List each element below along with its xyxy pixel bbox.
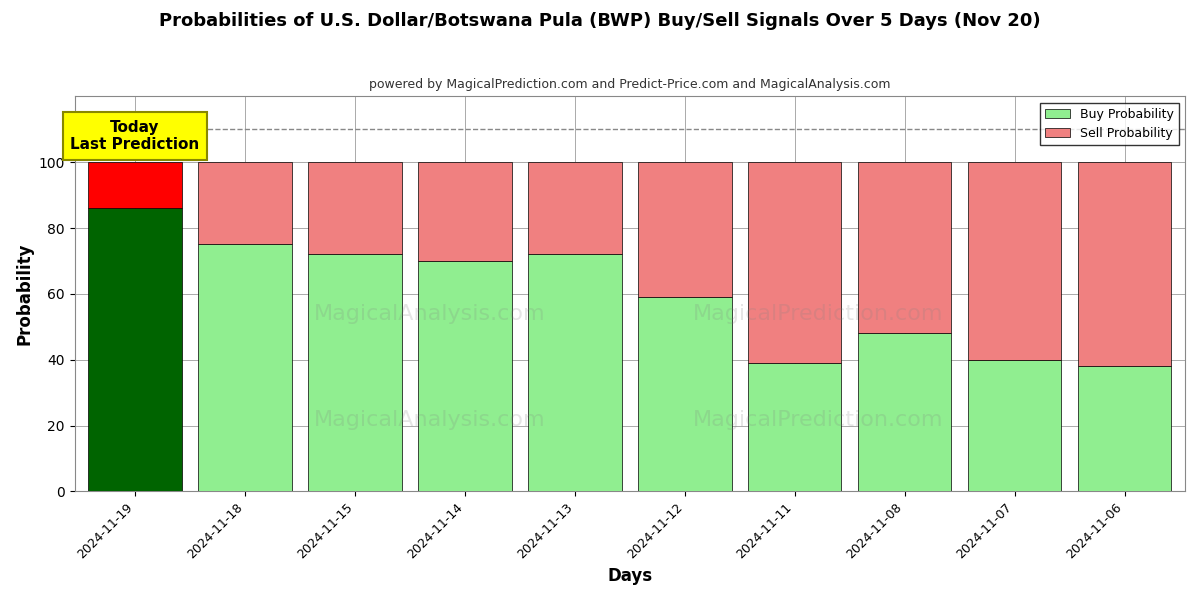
Bar (638, 297, 732, 491)
Bar (638, 162, 732, 297)
Text: MagicalPrediction.com: MagicalPrediction.com (694, 410, 944, 430)
Bar (308, 162, 402, 254)
Bar (968, 359, 1061, 491)
Bar (748, 363, 841, 491)
Bar (1078, 366, 1171, 491)
Bar (419, 162, 511, 261)
Bar (198, 244, 292, 491)
Bar (1078, 162, 1171, 366)
Bar (748, 162, 841, 363)
Y-axis label: Probability: Probability (16, 242, 34, 345)
X-axis label: Days: Days (607, 567, 653, 585)
Bar (308, 254, 402, 491)
Text: MagicalAnalysis.com: MagicalAnalysis.com (314, 304, 546, 323)
Bar (528, 162, 622, 254)
Bar (89, 162, 182, 208)
Title: powered by MagicalPrediction.com and Predict-Price.com and MagicalAnalysis.com: powered by MagicalPrediction.com and Pre… (370, 78, 890, 91)
Bar (858, 162, 952, 334)
Bar (968, 162, 1061, 359)
Bar (858, 334, 952, 491)
Text: Today
Last Prediction: Today Last Prediction (71, 119, 199, 152)
Bar (419, 261, 511, 491)
Text: Probabilities of U.S. Dollar/Botswana Pula (BWP) Buy/Sell Signals Over 5 Days (N: Probabilities of U.S. Dollar/Botswana Pu… (160, 12, 1040, 30)
Text: MagicalAnalysis.com: MagicalAnalysis.com (314, 410, 546, 430)
Bar (198, 162, 292, 244)
Legend: Buy Probability, Sell Probability: Buy Probability, Sell Probability (1040, 103, 1178, 145)
Text: MagicalPrediction.com: MagicalPrediction.com (694, 304, 944, 323)
Bar (528, 254, 622, 491)
Bar (89, 208, 182, 491)
